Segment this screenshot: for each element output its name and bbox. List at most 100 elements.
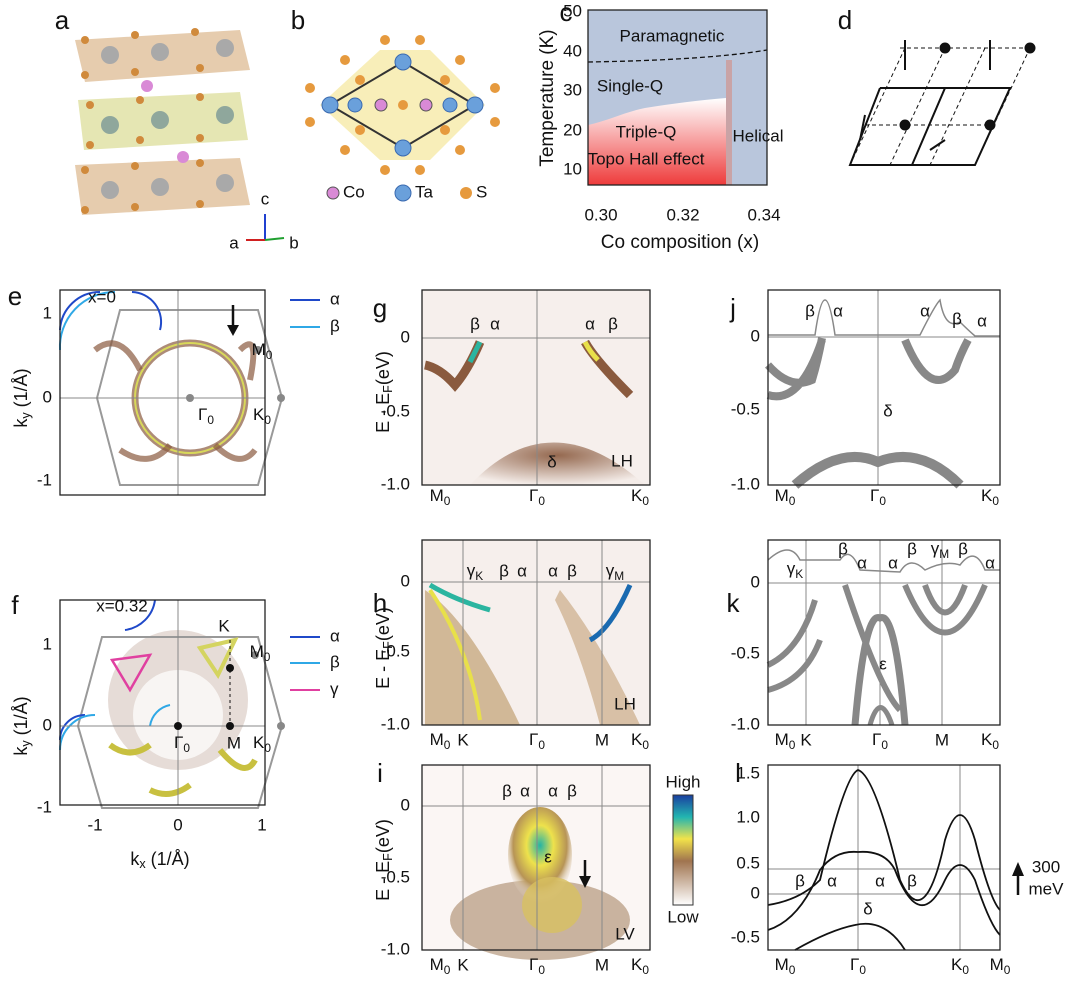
band-text: β	[470, 314, 480, 333]
top-view-structure-part-part	[415, 35, 425, 45]
crystal-structure-part	[81, 166, 89, 174]
spin-lattice-part-part	[929, 47, 986, 166]
phase-diagram-part	[587, 49, 768, 63]
band-text: γK	[467, 561, 484, 583]
text-main: M	[252, 340, 266, 359]
xtick-text: 0.30	[584, 205, 617, 224]
legend-text: β	[330, 652, 340, 671]
text-sub: 0	[642, 963, 649, 977]
ylabel-text: E - EF(eV)	[373, 607, 396, 689]
text-main: K	[631, 955, 643, 974]
text-sub: M	[614, 569, 624, 583]
xtick-text: M	[595, 955, 609, 974]
band-text: β	[502, 781, 512, 800]
fermi-surface-f-part	[226, 722, 234, 730]
band-text: β	[907, 871, 917, 890]
crystal-structure-part	[191, 28, 199, 36]
arpes-g-part	[467, 340, 483, 364]
crystal-structure-part	[81, 36, 89, 44]
text-main: M	[250, 642, 264, 661]
text-sub: 0	[183, 741, 190, 755]
ytick-text: 0	[43, 715, 52, 734]
ytick-text: 0	[401, 327, 410, 346]
band-text: α	[585, 314, 595, 333]
text-main: K	[631, 486, 643, 505]
point-text: Γ0	[174, 733, 190, 755]
fermi-surface-f-part	[109, 653, 153, 693]
top-view-structure	[305, 35, 500, 202]
legend-text: γ	[330, 679, 339, 698]
spin-lattice	[848, 40, 1036, 166]
arpes-i-part	[672, 794, 694, 906]
xtick-text: K0	[981, 486, 999, 508]
text-sub: 0	[992, 494, 999, 508]
ylabel-text: E - EF(eV)	[373, 351, 396, 433]
top-view-structure-part-part	[355, 75, 365, 85]
crystal-structure-part	[136, 136, 144, 144]
composition-text: x=0.32	[96, 596, 148, 615]
text-sub: 0	[881, 738, 888, 752]
xtick-text: 1	[257, 815, 266, 834]
band-text: α	[520, 781, 530, 800]
text-main: Γ	[529, 486, 538, 505]
crystal-structure-part	[81, 71, 89, 79]
text-main: Γ	[529, 730, 538, 749]
text-sub: 0	[538, 738, 545, 752]
ylabel-text: ky (1/Å)	[11, 368, 34, 427]
text-main: Γ	[174, 733, 183, 752]
xtick-text: K	[800, 730, 812, 749]
text-sub: 0	[642, 738, 649, 752]
xtick-text: M	[595, 730, 609, 749]
xtick-text: 0.34	[747, 205, 780, 224]
xtick-text: M0	[430, 730, 451, 752]
text-main: K	[981, 486, 993, 505]
composition-text: x=0	[88, 287, 116, 306]
point-text: M	[227, 733, 241, 752]
spin-lattice-part-part	[939, 42, 951, 54]
text-main: E - E	[373, 649, 393, 689]
top-view-structure-part	[321, 53, 484, 157]
ytick-text: 0.5	[736, 853, 760, 872]
axe-text: b	[289, 233, 298, 252]
ytick-text: 1	[43, 634, 52, 653]
xtick-text: M0	[430, 486, 451, 508]
top-view-structure-part-part	[340, 145, 350, 155]
xtick-text: Γ0	[872, 730, 888, 752]
fermi-surface-f	[59, 599, 320, 809]
text-sub: F	[381, 641, 395, 649]
band-calc-k-part	[867, 705, 895, 726]
band-text: β	[499, 561, 509, 580]
top-view-structure-part-part	[490, 83, 500, 93]
band-text: α	[833, 301, 843, 320]
crystal-structure-part	[101, 116, 119, 134]
xlabel-text: kx (1/Å)	[130, 849, 189, 872]
ytick-text: -1.0	[731, 474, 760, 493]
point-text: M0	[250, 642, 271, 664]
xtick-text: 0.32	[666, 205, 699, 224]
band-calc-j-part	[764, 337, 826, 401]
text-tail: (eV)	[373, 351, 393, 385]
text-sub: 0	[207, 413, 214, 427]
text-main: Γ	[850, 955, 859, 974]
xtick-text: M0	[775, 955, 796, 977]
text-sub: 0	[538, 494, 545, 508]
region-text: Topo Hall effect	[588, 149, 705, 168]
arpes-i-part	[522, 877, 582, 933]
fermi-surface-f-part	[59, 599, 266, 806]
ytick-text: 40	[563, 41, 582, 60]
text-sub: 0	[879, 494, 886, 508]
ylabel-text: E - EF(eV)	[373, 819, 396, 901]
text-sub: 0	[444, 963, 451, 977]
band-calc-j-part	[901, 338, 972, 384]
band-calc-k-part	[766, 599, 823, 693]
crystal-structure-part	[131, 31, 139, 39]
xtick-text: K0	[631, 955, 649, 977]
ytick-text: 0	[751, 572, 760, 591]
band-text: γM	[931, 539, 949, 561]
text-main: K	[253, 733, 265, 752]
arpes-h-part	[421, 539, 651, 726]
fermi-surface-e-part	[254, 346, 262, 354]
crystal-structure-part	[196, 200, 204, 208]
xtick-text: Γ0	[529, 730, 545, 752]
